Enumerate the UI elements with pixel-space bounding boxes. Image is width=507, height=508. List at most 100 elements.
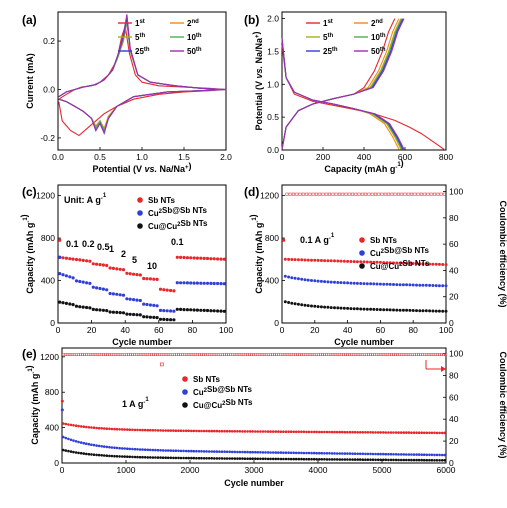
- long-cycle-point-0: [292, 430, 296, 434]
- y2-tick-label: 80: [449, 370, 459, 380]
- long-cycle-point-1: [123, 447, 126, 450]
- cycle-point-0: [434, 262, 438, 266]
- rate-point-2: [216, 309, 220, 313]
- long-cycle-point-1: [159, 449, 162, 452]
- rate-point-1: [209, 281, 213, 285]
- cycle-point-2: [388, 308, 392, 312]
- long-cycle-point-0: [100, 427, 103, 430]
- y-axis-label: Capacity (mAh g-1): [19, 214, 35, 293]
- x-tick-label: 0.5: [94, 152, 106, 162]
- long-cycle-point-1: [136, 448, 139, 451]
- long-cycle-point-1: [138, 448, 142, 451]
- legend-marker: [182, 376, 188, 382]
- y-tick-label: 1200: [40, 352, 59, 362]
- rate-point-1: [192, 281, 196, 285]
- cycle-point-1: [329, 280, 333, 284]
- long-cycle-point-1: [97, 444, 101, 448]
- x-tick-label: 6000: [437, 465, 456, 475]
- long-cycle-point-1: [243, 450, 247, 454]
- long-cycle-point-0: [108, 427, 111, 431]
- long-cycle-point-1: [230, 450, 234, 454]
- ce-point: [442, 192, 446, 196]
- y-tick-label: 1200: [36, 191, 55, 201]
- rate-point-2: [219, 309, 223, 313]
- rate-point-1: [68, 275, 72, 279]
- rate-point-2: [118, 311, 122, 315]
- ce-point: [406, 192, 410, 196]
- long-cycle-point-2: [248, 457, 252, 461]
- long-cycle-point-0: [179, 429, 183, 433]
- cycle-point-0: [296, 258, 300, 262]
- long-cycle-point-1: [113, 446, 116, 450]
- x-tick-label: 0: [280, 152, 285, 162]
- long-cycle-point-0: [333, 430, 336, 434]
- panel-e: 0 1000 2000 3000 4000 5000 6000040080012000204…: [22, 347, 507, 488]
- cycle-point-0: [388, 261, 392, 265]
- long-cycle-point-2: [133, 455, 137, 459]
- long-cycle-point-1: [187, 449, 190, 453]
- rate-point-1: [71, 276, 75, 280]
- rate-point-1: [142, 302, 146, 306]
- rate-point-first: [58, 255, 62, 259]
- cycle-point-2: [355, 307, 359, 311]
- long-cycle-point-0: [146, 428, 150, 432]
- rate-point-0: [111, 266, 115, 270]
- long-cycle-point-2: [220, 457, 224, 460]
- cycle-point-1: [339, 281, 343, 285]
- x-tick-label: 1.0: [136, 152, 148, 162]
- long-cycle-point-2: [197, 456, 201, 460]
- long-cycle-point-2: [266, 457, 270, 461]
- long-cycle-point-2: [202, 457, 206, 460]
- rate-point-1: [138, 298, 142, 303]
- cycle-point-2: [424, 309, 428, 313]
- long-cycle-point-1: [238, 450, 242, 454]
- long-cycle-point-1: [151, 448, 155, 452]
- ce-point: [311, 192, 315, 196]
- x-tick-label: 200: [316, 152, 330, 162]
- cycle-point-0: [405, 261, 409, 265]
- long-cycle-point-1: [356, 452, 360, 456]
- cycle-point-0: [290, 258, 294, 261]
- long-cycle-point-1: [361, 452, 365, 456]
- long-cycle-point-1: [264, 451, 267, 454]
- long-cycle-point-1: [399, 453, 403, 456]
- long-cycle-point-2: [364, 458, 367, 462]
- long-cycle-point-2: [318, 458, 321, 461]
- long-cycle-point-1: [353, 452, 357, 456]
- rate-point-2: [222, 309, 226, 313]
- long-cycle-point-2: [215, 457, 219, 460]
- long-cycle-point-1: [300, 451, 303, 455]
- long-cycle-point-2: [366, 458, 370, 462]
- rate-point-0: [88, 259, 92, 263]
- long-cycle-point-2: [333, 458, 336, 461]
- long-cycle-point-2: [302, 457, 306, 461]
- long-cycle-point-1: [200, 450, 203, 453]
- long-cycle-point-0: [259, 430, 262, 433]
- long-cycle-point-0: [335, 430, 339, 434]
- long-cycle-point-1: [364, 452, 367, 456]
- long-cycle-point-2: [379, 458, 383, 462]
- long-cycle-point-2: [225, 457, 229, 460]
- long-cycle-point-0: [141, 428, 144, 432]
- long-cycle-point-2: [146, 456, 150, 459]
- long-cycle-point-1: [323, 452, 326, 455]
- rate-point-2: [195, 308, 199, 312]
- rate-point-1: [64, 274, 68, 278]
- long-cycle-point-1: [282, 451, 285, 455]
- long-cycle-point-0: [312, 430, 316, 434]
- long-cycle-point-1: [292, 451, 296, 455]
- long-cycle-point-2: [85, 452, 88, 456]
- ce-point: [423, 192, 427, 196]
- cycle-point-1: [434, 284, 438, 288]
- rate-point-0: [105, 263, 109, 268]
- long-cycle-point-2: [346, 458, 349, 461]
- long-cycle-point-1: [156, 448, 160, 452]
- x-tick-label: 40: [120, 325, 130, 335]
- cycle-point-0: [355, 260, 359, 264]
- long-cycle-point-1: [195, 449, 198, 453]
- long-cycle-point-1: [108, 445, 111, 449]
- rate-point-0: [74, 257, 79, 262]
- long-cycle-point-2: [330, 458, 334, 461]
- rate-point-2: [162, 317, 166, 321]
- long-cycle-point-2: [118, 455, 121, 458]
